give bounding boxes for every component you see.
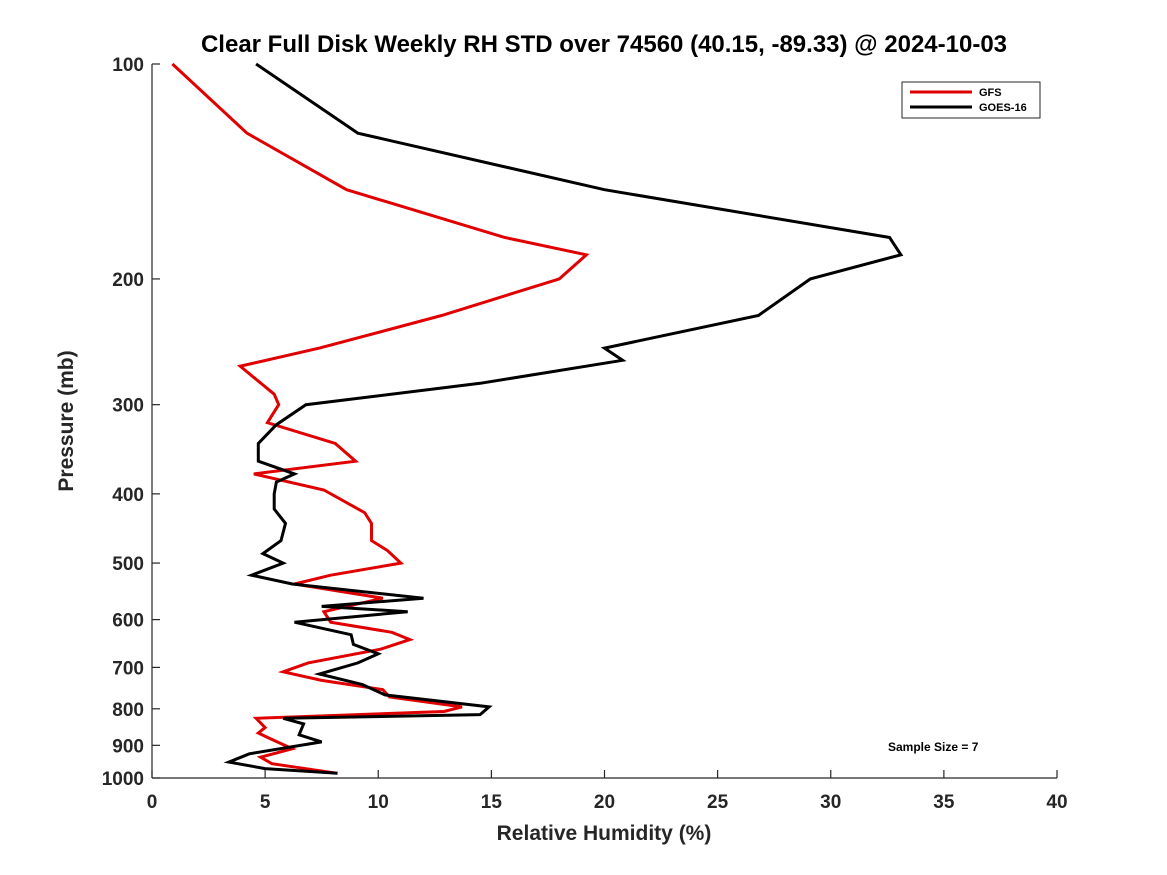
x-tick-label: 30: [820, 792, 841, 813]
x-tick-label: 40: [1046, 792, 1067, 813]
sample-size-annotation: Sample Size = 7: [888, 740, 979, 754]
data-series: [171, 62, 904, 775]
x-tick-label: 10: [368, 792, 389, 813]
x-tick-label: 35: [933, 792, 955, 813]
y-tick-label: 600: [112, 611, 144, 632]
legend: GFS GOES-16: [901, 81, 1041, 119]
y-tick-label: 500: [112, 554, 144, 575]
x-axis-label: Relative Humidity (%): [497, 822, 712, 845]
x-tick-label: 20: [594, 792, 615, 813]
x-tick-label: 25: [707, 792, 729, 813]
y-axis-label: Pressure (mb): [55, 350, 78, 491]
legend-label-goes16: GOES-16: [979, 102, 1027, 114]
chart-title: Clear Full Disk Weekly RH STD over 74560…: [201, 31, 1007, 58]
legend-label-gfs: GFS: [979, 87, 1002, 99]
x-tick-label: 0: [147, 792, 158, 813]
y-tick-label: 400: [112, 485, 144, 506]
legend-box: [901, 81, 1041, 119]
y-tick-label: 300: [112, 396, 144, 417]
x-tick-label: 15: [481, 792, 503, 813]
y-tick-label: 800: [112, 700, 144, 721]
y-ticks: 100 200 300 400 500 600 700 800 900 1000: [102, 55, 160, 790]
x-ticks: 0 5 10 15 20 25 30 35 40: [147, 770, 1068, 813]
y-tick-label: 900: [112, 736, 144, 757]
x-tick-label: 5: [260, 792, 271, 813]
y-tick-label: 1000: [102, 769, 144, 790]
series-line-goes16: [223, 62, 904, 775]
y-tick-label: 700: [112, 658, 144, 679]
y-tick-label: 200: [112, 270, 144, 291]
y-tick-label: 100: [112, 55, 144, 76]
